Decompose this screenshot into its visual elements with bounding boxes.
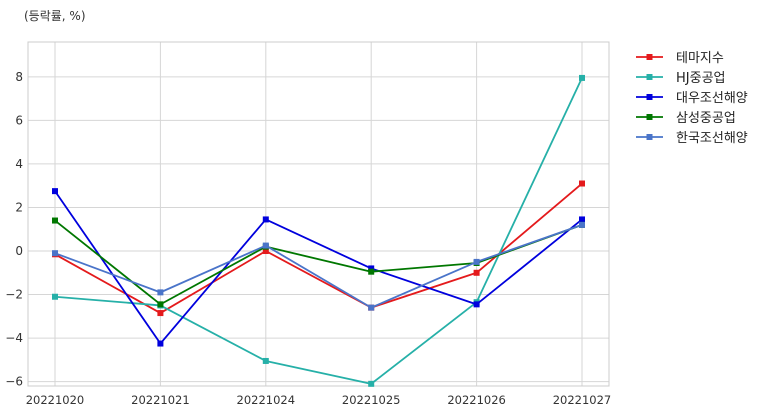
y-unit-label: (등락률, %) — [24, 9, 86, 23]
y-tick-label: 2 — [15, 200, 23, 214]
series-line — [54, 219, 583, 306]
series-테마지수 — [52, 180, 585, 317]
y-axis-ticks: −6 −4 −2 0 2 4 6 8 — [5, 70, 23, 389]
data-point — [368, 265, 375, 272]
legend-marker — [646, 94, 653, 100]
plot-area-frame — [27, 41, 610, 387]
data-point — [368, 380, 375, 387]
legend-label: 한국조선해양 — [676, 131, 748, 146]
legend-label: 대우조선해양 — [676, 91, 748, 106]
data-point — [157, 301, 164, 308]
grid — [28, 42, 609, 386]
legend-label: 삼성중공업 — [676, 111, 736, 126]
legend-item: HJ중공업 — [636, 71, 726, 86]
y-tick-label: −4 — [5, 331, 23, 345]
x-tick-label: 20221027 — [553, 393, 612, 407]
legend-label: HJ중공업 — [676, 71, 726, 86]
x-axis-ticks: 20221020 20221021 20221024 20221025 20221026… — [26, 393, 612, 407]
data-point — [52, 293, 58, 300]
legend-item: 한국조선해양 — [636, 131, 748, 146]
data-point — [368, 304, 375, 311]
legend-label: 테마지수 — [676, 51, 724, 66]
data-point — [579, 216, 585, 223]
legend-marker — [646, 114, 653, 120]
series-HJ중공업 — [52, 74, 585, 387]
legend-marker — [646, 74, 653, 80]
data-point — [157, 340, 164, 347]
series-line — [54, 224, 583, 309]
series — [52, 74, 585, 387]
data-point — [473, 269, 480, 276]
x-tick-label: 20221024 — [237, 393, 296, 407]
series-대우조선해양 — [52, 188, 585, 347]
x-tick-label: 20221021 — [131, 393, 190, 407]
y-tick-label: 6 — [15, 113, 23, 127]
y-tick-label: −2 — [5, 288, 23, 302]
data-point — [473, 301, 480, 308]
data-point — [157, 289, 164, 296]
data-point — [157, 310, 164, 317]
legend-marker — [646, 54, 653, 60]
legend-item: 대우조선해양 — [636, 91, 748, 106]
data-point — [368, 268, 375, 275]
data-point — [262, 242, 269, 249]
data-point — [262, 216, 269, 223]
data-point — [579, 221, 585, 228]
data-point — [579, 180, 585, 187]
series-한국조선해양 — [52, 221, 585, 311]
series-line — [54, 190, 583, 345]
data-point — [52, 188, 58, 195]
data-point — [52, 250, 58, 257]
series-line — [54, 182, 583, 314]
series-line — [54, 77, 583, 385]
legend-marker — [646, 134, 653, 140]
data-point — [579, 74, 585, 81]
series-삼성중공업 — [52, 217, 585, 308]
y-tick-label: 8 — [15, 70, 23, 84]
x-tick-label: 20221020 — [26, 393, 85, 407]
legend-item: 삼성중공업 — [636, 111, 736, 126]
y-tick-label: 4 — [15, 157, 23, 171]
y-tick-label: −6 — [5, 375, 23, 389]
data-point — [52, 217, 58, 224]
x-tick-label: 20221026 — [447, 393, 506, 407]
data-point — [473, 258, 480, 265]
data-point — [262, 248, 269, 255]
x-tick-label: 20221025 — [342, 393, 401, 407]
data-point — [262, 357, 269, 364]
legend-item: 테마지수 — [636, 51, 724, 66]
y-tick-label: 0 — [15, 244, 23, 258]
